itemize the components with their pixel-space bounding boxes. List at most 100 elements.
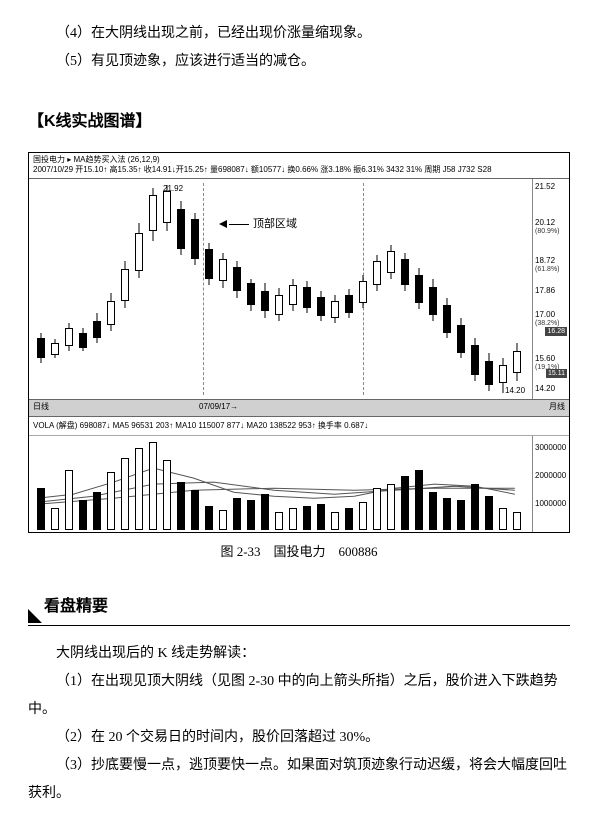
body-lead: 大阴线出现后的 K 线走势解读： — [28, 640, 570, 668]
chart-body: 21.9214.20顶部区域 21.5220.12(80.9%)18.72(61… — [29, 179, 569, 399]
section-title: 【K线实战图谱】 — [28, 106, 570, 138]
volume-bar — [387, 484, 395, 530]
chart-header-line2: 2007/10/29 开15.10↑ 高15.35↑ 收14.91↓开15.25… — [33, 165, 565, 175]
volume-y-label: 2000000 — [535, 472, 566, 480]
candle — [149, 188, 157, 241]
volume-bar — [373, 488, 381, 530]
y-axis-right: 21.5220.12(80.9%)18.72(61.8%)17.8617.00(… — [532, 179, 567, 399]
volume-bar — [37, 488, 45, 530]
y-axis-label: 21.52 — [535, 183, 555, 191]
arrow-line-icon — [229, 224, 249, 225]
y-axis-label: (38.2%) — [535, 320, 560, 327]
figure-caption: 图 2-33 国投电力 600886 — [28, 539, 570, 565]
candle — [191, 213, 199, 265]
intro-point-4: （4）在大阴线出现之前，已经出现价涨量缩现象。 — [28, 20, 570, 48]
volume-bar — [107, 472, 115, 530]
candle — [247, 279, 255, 311]
chart-mid-strip: 日线 07/09/17→ 月线 — [29, 399, 569, 417]
mid-right-label: 月线 — [549, 401, 565, 413]
candle — [303, 281, 311, 313]
volume-bar — [429, 492, 437, 530]
candle — [205, 243, 213, 285]
volume-bar — [443, 498, 451, 530]
candle — [457, 318, 465, 358]
volume-bar — [485, 496, 493, 530]
candle — [65, 323, 73, 351]
y-axis-label: 18.72 — [535, 257, 555, 265]
volume-bar — [317, 504, 325, 530]
candle — [51, 339, 59, 358]
candle — [93, 313, 101, 343]
volume-bar — [289, 508, 297, 530]
body-item-3: （3）抄底要慢一点，逃顶要快一点。如果面对筑顶迹象行动迟缓，将会大幅度回吐获利。 — [28, 752, 570, 808]
candle — [359, 275, 367, 308]
mid-center-label: 07/09/17→ — [199, 401, 238, 413]
y-axis-label: 17.86 — [535, 287, 555, 295]
candle — [331, 295, 339, 323]
candle — [135, 223, 143, 278]
candle — [443, 298, 451, 338]
volume-y-label: 1000000 — [535, 500, 566, 508]
price-highlight: 16.28 — [545, 327, 567, 336]
price-highlight: 15.11 — [546, 369, 567, 378]
candle — [345, 289, 353, 318]
mid-left-label: 日线 — [33, 401, 49, 413]
volume-bar — [261, 494, 269, 530]
candle — [79, 328, 87, 351]
volume-bar — [177, 482, 185, 530]
body-item-1: （1）在出现见顶大阴线（见图 2-30 中的向上箭头所指）之后，股价进入下跌趋势… — [28, 668, 570, 724]
volume-body: 3000000 2000000 1000000 — [29, 436, 569, 532]
volume-y-label: 3000000 — [535, 444, 566, 452]
volume-bar — [359, 502, 367, 530]
volume-bar — [163, 460, 171, 530]
volume-bar — [345, 508, 353, 530]
price-low-mark: 14.20 — [505, 387, 525, 395]
candle — [37, 333, 45, 363]
y-axis-label: 17.00 — [535, 311, 555, 319]
volume-bar — [205, 506, 213, 530]
candle — [513, 343, 521, 381]
chart-vline — [203, 183, 204, 395]
volume-bar — [79, 500, 87, 530]
candle — [471, 338, 479, 381]
arrow-left-icon — [219, 220, 227, 228]
volume-bar — [233, 498, 241, 530]
volume-bar — [457, 500, 465, 530]
candle — [177, 201, 185, 255]
price-high-mark: 21.92 — [163, 185, 183, 193]
volume-bar — [65, 470, 73, 530]
candlestick-chart: 国投电力 ▸ MA趋势买入法 (26,12,9) 2007/10/29 开15.… — [28, 152, 570, 533]
volume-bar — [513, 512, 521, 530]
candle-area: 21.92 14.20 顶部区域 — [33, 183, 531, 395]
candle — [121, 261, 129, 308]
volume-bar — [415, 470, 423, 530]
volume-bar — [303, 506, 311, 530]
y-axis-label: (61.8%) — [535, 266, 560, 273]
heading-text: 看盘精要 — [44, 598, 108, 615]
body-item-2: （2）在 20 个交易日的时间内，股价回落超过 30%。 — [28, 724, 570, 752]
volume-bar — [51, 508, 59, 530]
candle — [219, 253, 227, 288]
volume-bar — [247, 500, 255, 530]
candle — [429, 279, 437, 321]
candle — [275, 288, 283, 321]
volume-bars — [33, 438, 531, 530]
candle — [317, 291, 325, 321]
candle — [485, 353, 493, 391]
subsection-heading: 看盘精要 — [28, 591, 570, 626]
chart-header: 国投电力 ▸ MA趋势买入法 (26,12,9) 2007/10/29 开15.… — [29, 153, 569, 179]
candle — [261, 283, 269, 318]
annotation-text: 顶部区域 — [253, 218, 297, 230]
chart-header-line1: 国投电力 ▸ MA趋势买入法 (26,12,9) — [33, 155, 565, 165]
volume-bar — [219, 510, 227, 530]
y-axis-label: 14.20 — [535, 385, 555, 393]
volume-bar — [191, 490, 199, 530]
volume-header: VOLA (解盘) 698087↓ MA5 96531 203↑ MA10 11… — [29, 417, 569, 436]
candle — [387, 245, 395, 279]
intro-point-5: （5）有见顶迹象，应该进行适当的减仓。 — [28, 48, 570, 76]
y-axis-label: 15.60 — [535, 355, 555, 363]
volume-bar — [331, 512, 339, 530]
candle — [233, 261, 241, 298]
y-axis-label: 20.12 — [535, 219, 555, 227]
volume-bar — [135, 448, 143, 530]
